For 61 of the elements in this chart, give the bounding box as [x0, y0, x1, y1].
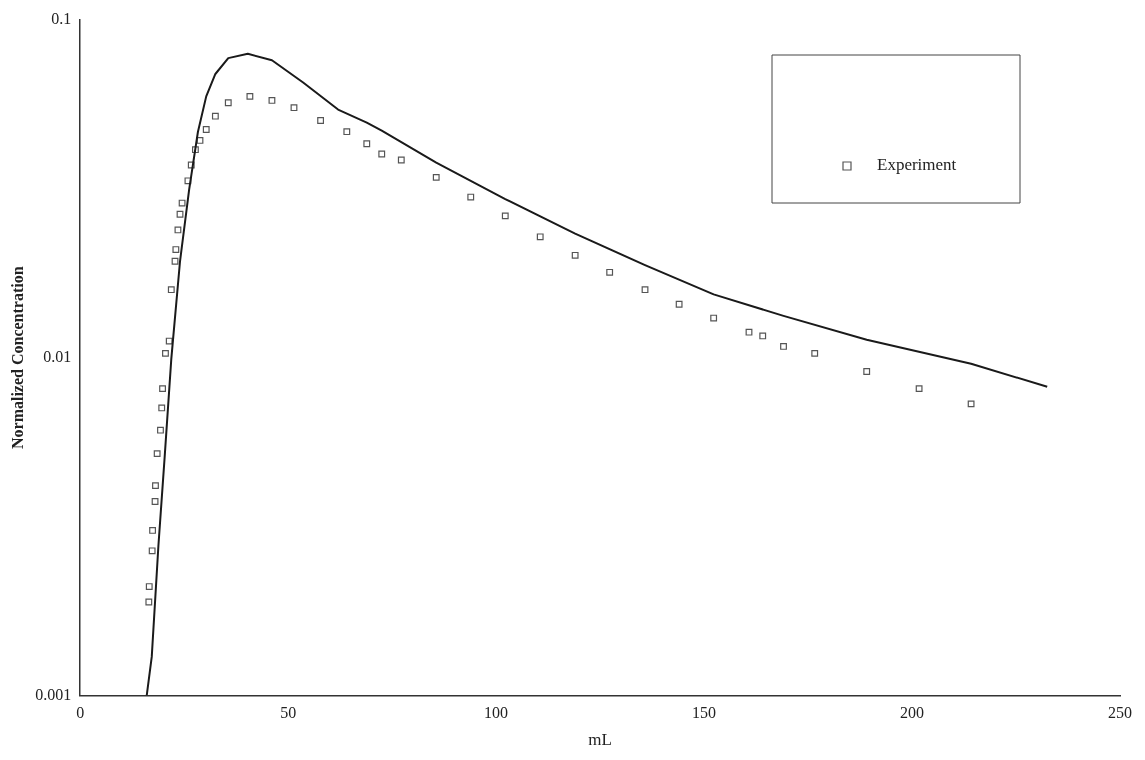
point [145, 583, 153, 591]
y-tick-label: 0.001 [35, 685, 72, 703]
point [158, 404, 166, 412]
point [641, 286, 649, 294]
point [211, 112, 219, 120]
legend-label: Experiment [877, 155, 957, 175]
point [268, 96, 276, 104]
point [675, 300, 683, 308]
y-tick-label: 0.1 [51, 10, 72, 28]
point [536, 233, 544, 241]
point [967, 400, 975, 408]
point [157, 426, 164, 434]
point [432, 173, 440, 181]
point [176, 210, 184, 218]
point [811, 349, 819, 357]
point [174, 226, 182, 234]
point [165, 337, 173, 345]
point [191, 146, 199, 154]
point [224, 99, 232, 107]
point [745, 328, 753, 336]
point [780, 342, 787, 350]
x-tick-label: 150 [692, 704, 717, 722]
point [363, 140, 371, 148]
point [196, 136, 204, 144]
point [710, 314, 718, 322]
point [863, 368, 871, 375]
x-axis-title: mL [588, 730, 612, 750]
point [152, 482, 159, 490]
point [290, 104, 298, 112]
point [397, 156, 405, 164]
point [187, 161, 195, 169]
point [178, 199, 186, 207]
point [378, 150, 386, 158]
point [606, 268, 614, 276]
point [246, 92, 254, 100]
point [148, 547, 156, 555]
point [915, 385, 923, 393]
point [171, 257, 179, 265]
x-tick-label: 100 [484, 704, 509, 722]
point [159, 385, 166, 393]
point [571, 251, 579, 259]
point [501, 212, 509, 220]
point [145, 598, 153, 606]
point [343, 128, 351, 136]
x-tick-label: 0 [76, 704, 85, 722]
y-axis-title: Normalized Concentration [8, 266, 26, 450]
point [162, 349, 169, 357]
point [184, 177, 192, 185]
point [202, 126, 210, 133]
x-tick-label: 250 [1108, 704, 1132, 722]
point [172, 246, 180, 254]
x-tick-label: 200 [900, 704, 925, 722]
point [149, 526, 156, 534]
point [151, 498, 159, 505]
y-tick-label: 0.01 [43, 347, 72, 365]
point [317, 117, 325, 124]
x-tick-label: 50 [280, 704, 297, 722]
point [167, 286, 175, 294]
point [467, 193, 475, 201]
point [153, 450, 161, 458]
point [759, 332, 767, 340]
